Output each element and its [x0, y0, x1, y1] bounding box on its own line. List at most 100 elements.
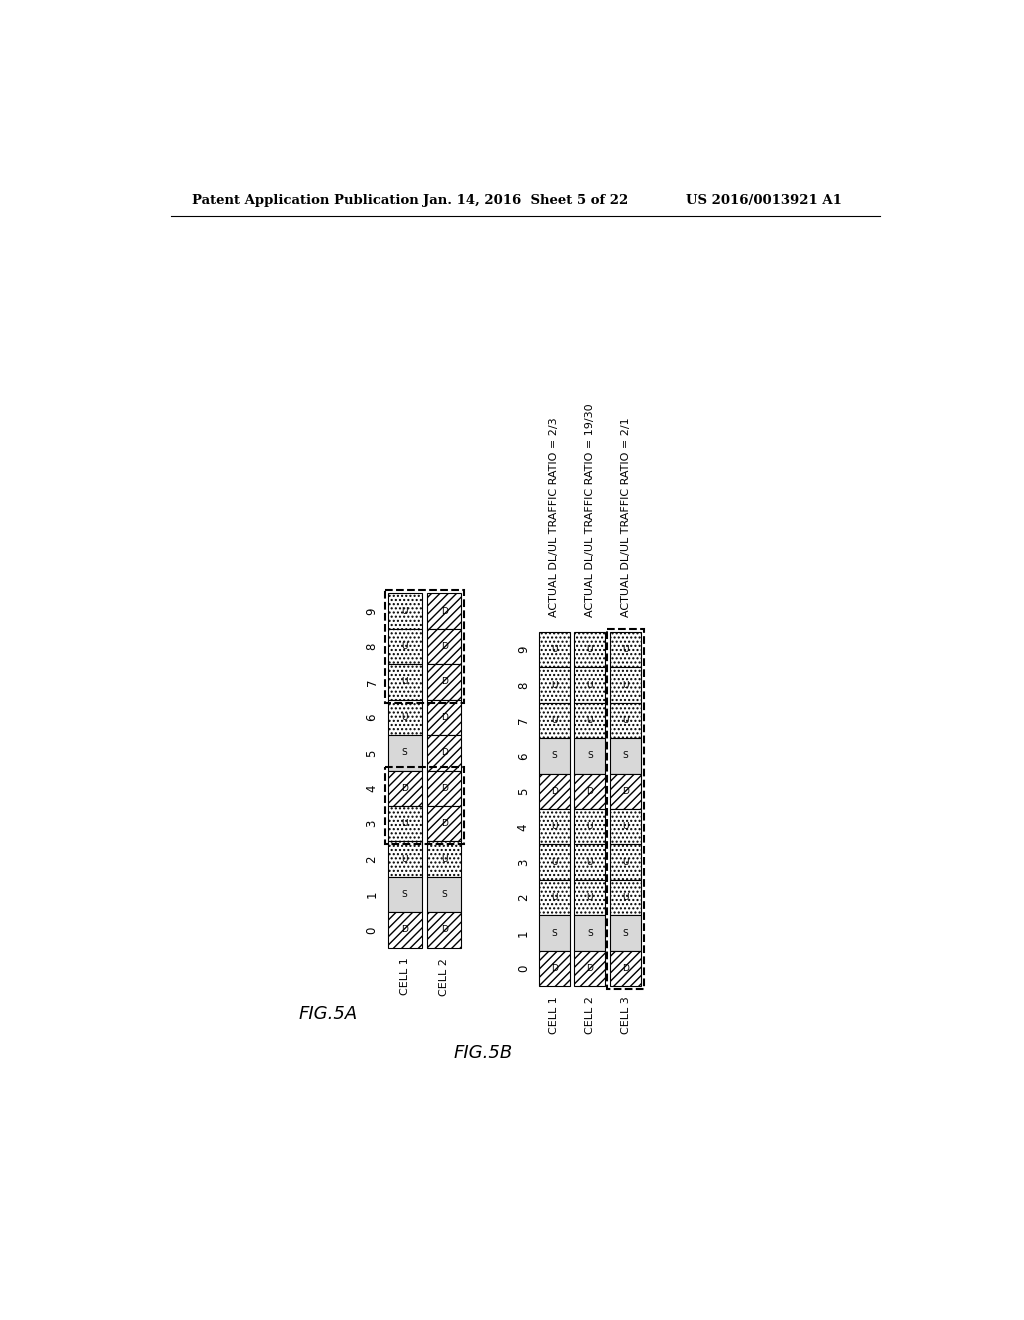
Bar	[427, 876, 461, 912]
Text: D: D	[440, 784, 447, 793]
Bar	[574, 809, 605, 845]
Text: D: D	[440, 820, 447, 828]
Text: U: U	[623, 681, 629, 689]
Bar	[610, 774, 641, 809]
Bar	[610, 950, 641, 986]
Bar	[574, 738, 605, 774]
Bar	[539, 845, 569, 880]
Text: D: D	[440, 713, 447, 722]
Bar	[388, 771, 422, 807]
Text: 4: 4	[517, 822, 529, 830]
Text: D: D	[551, 787, 558, 796]
Text: FIG.5B: FIG.5B	[454, 1044, 513, 1061]
Bar	[388, 735, 422, 771]
Bar	[388, 594, 422, 628]
Text: 3: 3	[366, 820, 379, 828]
Bar	[427, 807, 461, 841]
Text: 9: 9	[517, 645, 529, 653]
Text: D: D	[587, 787, 593, 796]
Bar	[610, 915, 641, 950]
Text: CELL 3: CELL 3	[621, 997, 631, 1034]
Text: U: U	[551, 681, 557, 689]
Text: S: S	[441, 890, 447, 899]
Text: U: U	[401, 713, 408, 722]
Bar	[574, 915, 605, 950]
Text: D: D	[440, 677, 447, 686]
Text: 9: 9	[366, 607, 379, 615]
Text: CELL 2: CELL 2	[585, 997, 595, 1034]
Text: S: S	[401, 748, 408, 758]
Text: U: U	[587, 715, 593, 725]
Text: CELL 1: CELL 1	[549, 997, 559, 1034]
Text: FIG.5A: FIG.5A	[299, 1006, 357, 1023]
Text: CELL 1: CELL 1	[399, 958, 410, 995]
Text: US 2016/0013921 A1: US 2016/0013921 A1	[686, 194, 842, 207]
Bar	[574, 880, 605, 915]
Text: S: S	[623, 928, 629, 937]
Bar	[388, 876, 422, 912]
Text: U: U	[587, 681, 593, 689]
Text: U: U	[623, 822, 629, 832]
Text: 7: 7	[517, 717, 529, 725]
Bar	[610, 668, 641, 702]
Text: D: D	[587, 964, 593, 973]
Text: U: U	[587, 858, 593, 867]
Bar	[574, 845, 605, 880]
Bar	[607, 628, 644, 989]
Text: 2: 2	[366, 855, 379, 863]
Text: S: S	[551, 928, 557, 937]
Text: D: D	[401, 784, 409, 793]
Text: U: U	[623, 715, 629, 725]
Text: D: D	[440, 642, 447, 651]
Text: U: U	[551, 822, 557, 832]
Bar	[610, 702, 641, 738]
Bar	[539, 774, 569, 809]
Text: 8: 8	[366, 643, 379, 651]
Bar	[539, 702, 569, 738]
Text: 0: 0	[517, 965, 529, 972]
Text: U: U	[401, 677, 408, 686]
Bar	[539, 950, 569, 986]
Bar	[427, 664, 461, 700]
Bar	[610, 809, 641, 845]
Bar	[574, 702, 605, 738]
Bar	[539, 880, 569, 915]
Text: 3: 3	[517, 858, 529, 866]
Text: U: U	[551, 858, 557, 867]
Text: Patent Application Publication: Patent Application Publication	[191, 194, 418, 207]
Text: ACTUAL DL/UL TRAFFIC RATIO = 2/3: ACTUAL DL/UL TRAFFIC RATIO = 2/3	[549, 417, 559, 616]
Text: S: S	[587, 928, 593, 937]
Text: D: D	[401, 925, 409, 935]
Bar	[388, 664, 422, 700]
Bar	[574, 668, 605, 702]
Bar	[574, 774, 605, 809]
Text: S: S	[587, 751, 593, 760]
Text: 6: 6	[517, 752, 529, 760]
Text: CELL 2: CELL 2	[439, 958, 450, 995]
Bar	[427, 628, 461, 664]
Bar	[574, 950, 605, 986]
Text: ACTUAL DL/UL TRAFFIC RATIO = 19/30: ACTUAL DL/UL TRAFFIC RATIO = 19/30	[585, 403, 595, 616]
Bar	[388, 628, 422, 664]
Text: U: U	[623, 645, 629, 655]
Bar	[388, 700, 422, 735]
Text: U: U	[587, 645, 593, 655]
Text: U: U	[587, 894, 593, 902]
Text: S: S	[401, 890, 408, 899]
Text: D: D	[440, 748, 447, 758]
Bar	[539, 809, 569, 845]
Bar	[427, 735, 461, 771]
Text: U: U	[551, 645, 557, 655]
Text: U: U	[401, 607, 408, 615]
Text: U: U	[441, 854, 447, 863]
Text: S: S	[551, 751, 557, 760]
Text: 1: 1	[517, 929, 529, 937]
Bar	[427, 771, 461, 807]
Text: S: S	[623, 751, 629, 760]
Text: 4: 4	[366, 784, 379, 792]
Text: D: D	[623, 964, 629, 973]
Bar	[610, 845, 641, 880]
Text: 6: 6	[366, 714, 379, 721]
Text: ACTUAL DL/UL TRAFFIC RATIO = 2/1: ACTUAL DL/UL TRAFFIC RATIO = 2/1	[621, 417, 631, 616]
Text: 0: 0	[366, 927, 379, 933]
